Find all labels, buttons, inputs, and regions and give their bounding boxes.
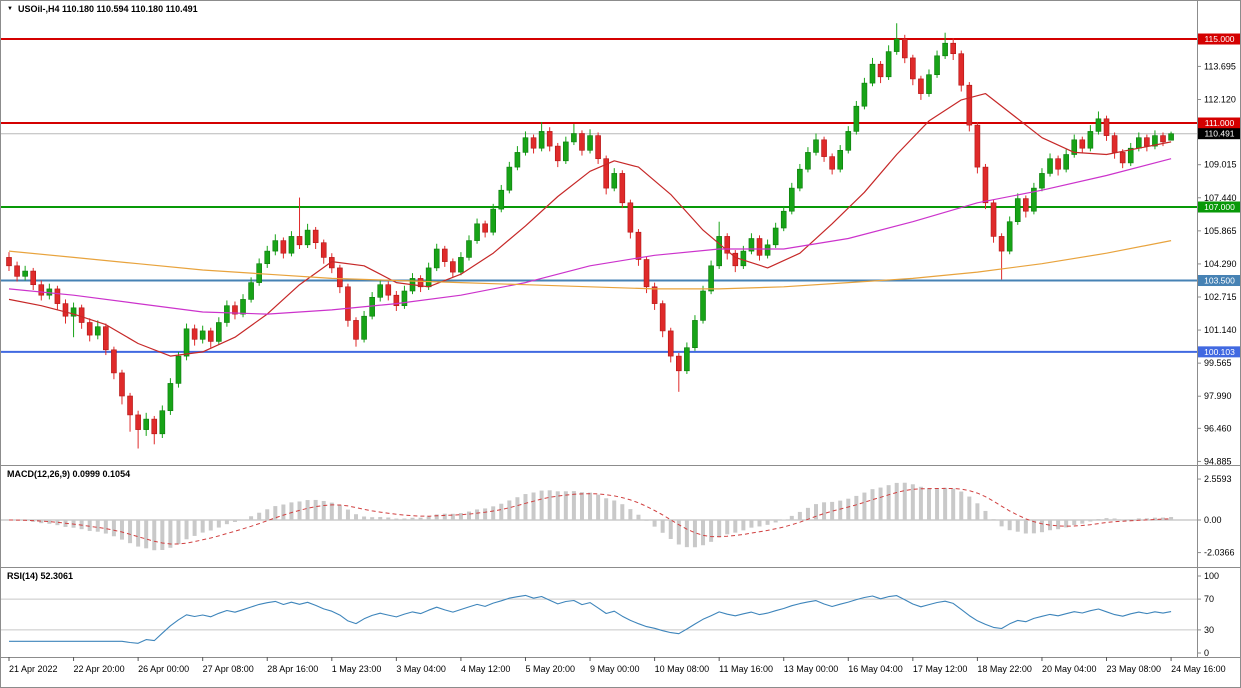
time-label: 23 May 08:00 [1107,664,1162,674]
macd-indicator-label: MACD(12,26,9) 0.0999 0.1054 [7,469,131,479]
time-label: 3 May 04:00 [396,664,446,674]
current-price-badge [1198,128,1240,140]
time-label: 28 Apr 16:00 [267,664,318,674]
chart-title-text: USOil-,H4 110.180 110.594 110.180 110.49… [17,4,198,14]
macd-tick-label: -2.0366 [1204,548,1235,558]
time-label: 27 Apr 08:00 [203,664,254,674]
macd-tick-label: 2.5593 [1204,474,1232,484]
price-tick-label: 112.120 [1204,94,1236,104]
main-price-chart[interactable]: 113.695 112.120 109.015 107.440 105.865 104.2… [1,1,1241,465]
rsi-tick-label: 100 [1204,571,1219,581]
time-label: 1 May 23:00 [332,664,382,674]
time-label: 5 May 20:00 [525,664,575,674]
candles[interactable] [6,23,1174,449]
price-tick-label: 94.885 [1204,456,1232,465]
hline-price-badge-text: 107.000 [1204,202,1235,212]
rsi-tick-label: 70 [1204,594,1214,604]
ma-line-mid-magenta[interactable] [8,158,1172,315]
hline-price-badge [1198,201,1240,213]
price-tick-label: 104.290 [1204,259,1237,269]
price-tick-label: 101.140 [1204,325,1237,335]
hline-price-badge [1198,275,1240,287]
price-tick-label: 96.460 [1204,423,1232,433]
hline-price-badge [1198,346,1240,358]
price-tick-label: 109.015 [1204,160,1237,170]
time-label: 26 Apr 00:00 [138,664,189,674]
price-tick-label: 102.715 [1204,292,1237,302]
hline-price-badge [1198,33,1240,45]
ma-line-fast-red[interactable] [8,92,1172,357]
price-tick-label: 105.865 [1204,226,1237,236]
hline-price-badge-text: 103.500 [1204,276,1235,286]
current-price-badge-text: 110.491 [1204,129,1234,139]
price-tick-label: 97.990 [1204,391,1232,401]
hline-price-badge-text: 100.103 [1204,347,1235,357]
macd-tick-label: 0.00 [1204,515,1222,525]
macd-signal-line [8,487,1172,545]
time-label: 24 May 16:00 [1171,664,1226,674]
rsi-indicator-label: RSI(14) 52.3061 [7,571,74,581]
price-tick-label: 113.695 [1204,61,1236,71]
time-label: 17 May 12:00 [913,664,968,674]
time-label: 13 May 00:00 [784,664,839,674]
rsi-tick-label: 30 [1204,625,1214,635]
rsi-line [9,594,1172,644]
time-label: 21 Apr 2022 [9,664,58,674]
time-label: 11 May 16:00 [719,664,773,674]
ma-line-slow-orange[interactable] [8,240,1172,290]
chart-title: ▼ USOil-,H4 110.180 110.594 110.180 110.… [7,4,198,14]
hline-price-badge-text: 115.000 [1204,34,1234,44]
time-label: 4 May 12:00 [461,664,511,674]
time-label: 20 May 04:00 [1042,664,1097,674]
time-label: 16 May 04:00 [848,664,903,674]
time-label: 18 May 22:00 [977,664,1032,674]
price-tick-label: 107.440 [1204,193,1237,203]
rsi-panel[interactable]: 100 70 30 0 [1,567,1241,657]
time-axis: 21 Apr 2022 22 Apr 20:00 26 Apr 00:00 27 Ap… [1,657,1240,674]
hline-price-badge [1198,117,1240,129]
time-label: 22 Apr 20:00 [74,664,125,674]
macd-panel[interactable]: 2.5593 0.00 -2.0366 [1,465,1241,567]
rsi-tick-label: 0 [1204,648,1209,657]
hline-price-badge-text: 111.000 [1205,118,1235,128]
time-label: 9 May 00:00 [590,664,640,674]
symbol-dropdown-icon[interactable]: ▼ [7,6,13,12]
time-label: 10 May 08:00 [655,664,710,674]
price-tick-label: 99.565 [1204,358,1232,368]
macd-histogram [15,482,1174,551]
